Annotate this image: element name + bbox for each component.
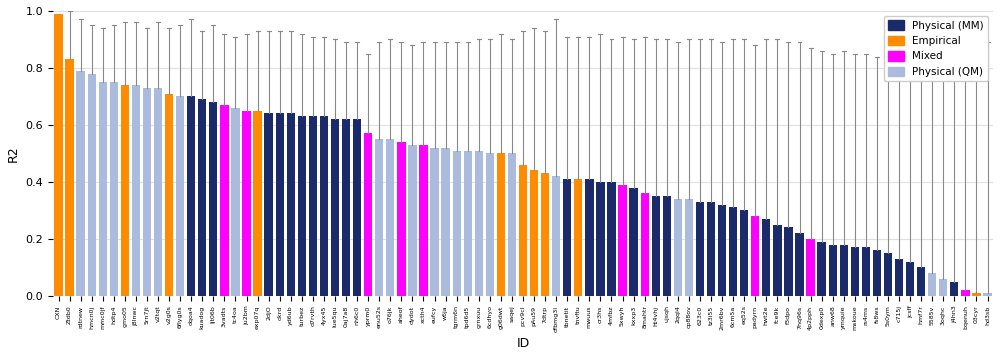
Bar: [475, 151, 483, 296]
Bar: [961, 290, 970, 296]
Bar: [873, 250, 881, 296]
Bar: [806, 239, 815, 296]
Bar: [441, 148, 450, 296]
Bar: [851, 247, 859, 296]
Bar: [574, 179, 582, 296]
Bar: [132, 85, 140, 296]
Bar: [784, 227, 793, 296]
Bar: [917, 267, 925, 296]
Bar: [397, 142, 406, 296]
Bar: [375, 139, 383, 296]
Bar: [110, 82, 118, 296]
Bar: [751, 216, 759, 296]
Bar: [253, 111, 262, 296]
Bar: [176, 96, 184, 296]
Bar: [231, 108, 240, 296]
Bar: [154, 88, 162, 296]
Bar: [121, 85, 129, 296]
Bar: [795, 233, 804, 296]
Bar: [983, 293, 992, 296]
Bar: [629, 187, 638, 296]
Bar: [88, 74, 96, 296]
Bar: [950, 282, 958, 296]
Bar: [320, 116, 328, 296]
Bar: [596, 182, 605, 296]
X-axis label: ID: ID: [516, 337, 530, 350]
Bar: [674, 199, 682, 296]
Bar: [453, 151, 461, 296]
Bar: [519, 165, 527, 296]
Bar: [652, 196, 660, 296]
Bar: [419, 145, 428, 296]
Bar: [618, 185, 627, 296]
Bar: [685, 199, 693, 296]
Bar: [331, 119, 339, 296]
Bar: [242, 111, 251, 296]
Legend: Physical (MM), Empirical, Mixed, Physical (QM): Physical (MM), Empirical, Mixed, Physica…: [884, 16, 988, 81]
Bar: [220, 105, 229, 296]
Bar: [264, 114, 273, 296]
Bar: [298, 116, 306, 296]
Bar: [762, 219, 770, 296]
Bar: [641, 193, 649, 296]
Bar: [696, 202, 704, 296]
Bar: [309, 116, 317, 296]
Bar: [165, 94, 173, 296]
Bar: [939, 279, 947, 296]
Bar: [464, 151, 472, 296]
Bar: [928, 273, 936, 296]
Bar: [143, 88, 151, 296]
Bar: [895, 259, 903, 296]
Bar: [486, 154, 494, 296]
Bar: [729, 207, 737, 296]
Bar: [663, 196, 671, 296]
Bar: [76, 71, 85, 296]
Bar: [386, 139, 394, 296]
Bar: [773, 225, 782, 296]
Bar: [364, 134, 372, 296]
Bar: [198, 99, 206, 296]
Bar: [707, 202, 715, 296]
Bar: [209, 102, 217, 296]
Bar: [840, 245, 848, 296]
Bar: [541, 173, 549, 296]
Bar: [187, 96, 195, 296]
Bar: [862, 247, 870, 296]
Bar: [607, 182, 616, 296]
Bar: [906, 262, 914, 296]
Bar: [530, 170, 538, 296]
Bar: [54, 14, 63, 296]
Bar: [65, 59, 74, 296]
Bar: [884, 253, 892, 296]
Y-axis label: R2: R2: [7, 145, 20, 162]
Bar: [408, 145, 417, 296]
Bar: [718, 205, 726, 296]
Bar: [563, 179, 571, 296]
Bar: [276, 114, 284, 296]
Bar: [497, 154, 505, 296]
Bar: [552, 176, 560, 296]
Bar: [508, 154, 516, 296]
Bar: [972, 293, 981, 296]
Bar: [430, 148, 439, 296]
Bar: [99, 82, 107, 296]
Bar: [287, 114, 295, 296]
Bar: [353, 119, 361, 296]
Bar: [585, 179, 594, 296]
Bar: [829, 245, 837, 296]
Bar: [817, 242, 826, 296]
Bar: [342, 119, 350, 296]
Bar: [740, 210, 748, 296]
